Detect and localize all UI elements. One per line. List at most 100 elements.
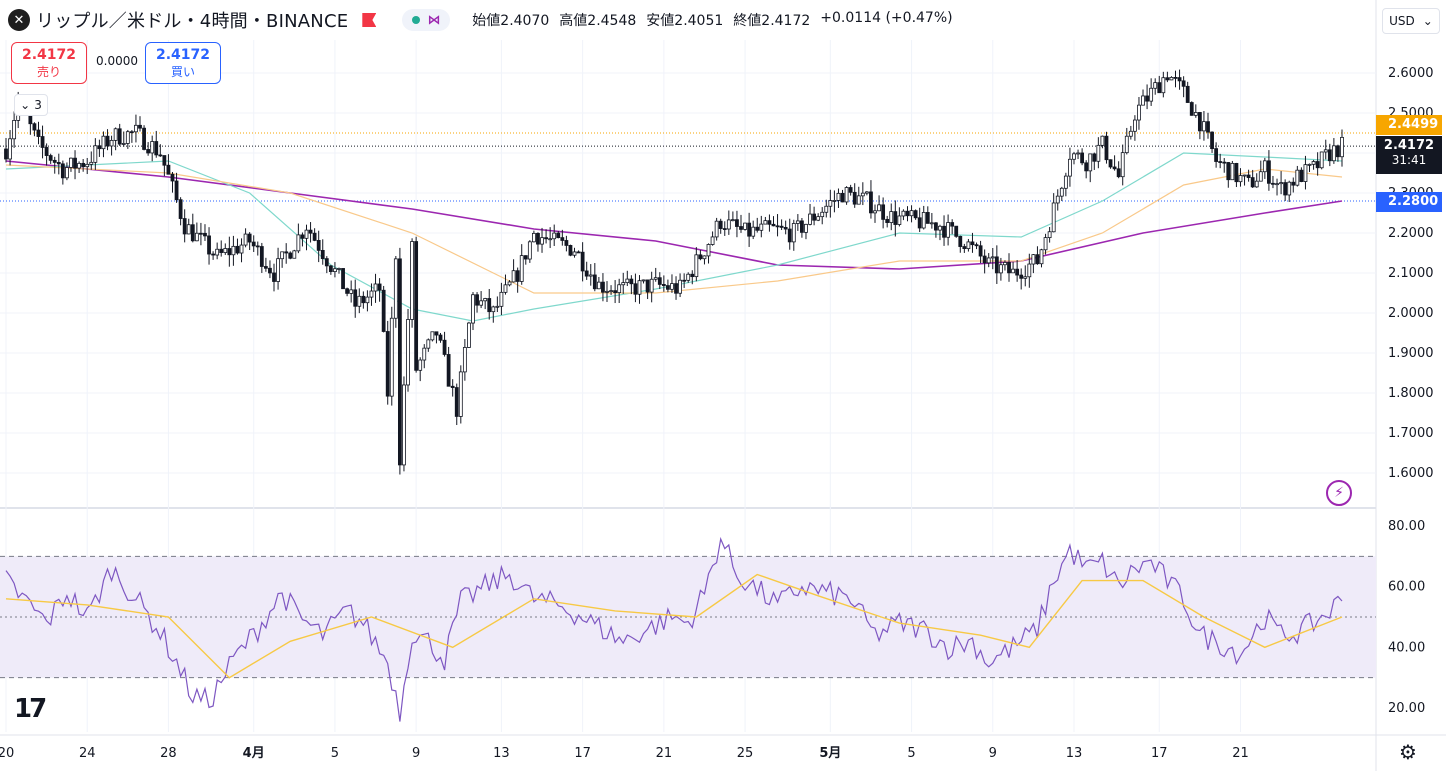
candle-body — [848, 187, 853, 193]
candle-body — [527, 241, 532, 260]
candle-body — [1173, 77, 1178, 79]
candle-body — [804, 223, 808, 233]
candle-body — [584, 270, 589, 277]
candle-body — [629, 278, 634, 285]
candle-body — [442, 339, 447, 355]
candle-body — [1112, 166, 1117, 170]
candle-body — [345, 288, 350, 294]
bar-countdown: 31:41 — [1391, 153, 1427, 167]
buy-label: 買い — [170, 65, 195, 79]
x-tick-label: 9 — [412, 746, 420, 761]
candle-body — [507, 281, 512, 286]
share-icon: ⋈ — [427, 12, 441, 28]
candle-body — [73, 157, 77, 169]
candle-body — [820, 211, 825, 218]
candle-body — [800, 220, 804, 233]
candle-body — [1246, 174, 1251, 178]
candle-body — [109, 139, 114, 147]
candle-body — [1283, 182, 1288, 196]
candle-body — [686, 273, 691, 281]
gear-icon[interactable]: ⚙ — [1399, 740, 1417, 764]
candle-body — [235, 245, 240, 254]
candle-body — [1275, 183, 1279, 186]
y-tick-label: 1.8000 — [1388, 386, 1434, 401]
x-tick-label: 17 — [1151, 746, 1168, 761]
candle-body — [296, 234, 301, 252]
candle-body — [649, 278, 654, 293]
candle-body — [1047, 231, 1052, 239]
candle-body — [353, 289, 358, 307]
indicator-toggle[interactable]: ⌄ 3 — [14, 94, 48, 116]
candle-body — [341, 268, 345, 290]
candle-body — [406, 319, 410, 386]
candle-body — [962, 246, 967, 250]
candle-body — [418, 359, 423, 371]
rsi-ma-line — [5, 573, 1343, 679]
candle-body — [775, 225, 780, 228]
candle-body — [410, 241, 414, 320]
candle-body — [284, 251, 289, 254]
candle-body — [925, 212, 930, 224]
candle-body — [150, 141, 155, 154]
candle-body — [48, 155, 53, 161]
sell-button[interactable]: 2.4172 売り — [11, 42, 87, 84]
chevron-down-icon: ⌄ — [1422, 14, 1433, 28]
candle-body — [397, 258, 402, 466]
candle-body — [239, 244, 244, 254]
candle-body — [670, 283, 674, 290]
candle-body — [1250, 177, 1255, 188]
candle-body — [1299, 169, 1304, 182]
candle-body — [276, 258, 280, 282]
open-label: 始値 — [472, 13, 501, 29]
candle-body — [1116, 168, 1121, 178]
candle-body — [223, 248, 228, 253]
candle-body — [1181, 80, 1186, 87]
candle-body — [69, 157, 73, 168]
candle-body — [227, 248, 232, 256]
candle-body — [304, 229, 309, 239]
candle-body — [158, 154, 163, 157]
candle-body — [666, 285, 670, 290]
candle-body — [795, 220, 800, 224]
candle-body — [454, 387, 459, 417]
buy-button[interactable]: 2.4172 買い — [145, 42, 221, 84]
candle-body — [560, 237, 565, 241]
symbol-title[interactable]: リップル／米ドル・4時間・BINANCE — [36, 11, 349, 32]
candle-body — [873, 210, 877, 214]
candle-body — [1076, 152, 1080, 155]
candle-body — [735, 219, 739, 227]
candle-body — [1327, 149, 1332, 162]
candle-body — [426, 339, 431, 349]
market-status[interactable]: ⋈ — [402, 9, 451, 31]
x-tick-label: 5月 — [819, 746, 841, 761]
flag-icon[interactable] — [362, 13, 377, 27]
candle-body — [779, 225, 784, 228]
candle-body — [365, 296, 370, 304]
xrp-icon: ✕ — [8, 9, 30, 31]
candle-body — [337, 268, 341, 270]
candle-body — [852, 191, 857, 205]
candle-body — [186, 224, 191, 235]
candle-body — [215, 248, 220, 256]
candle-body — [532, 232, 536, 243]
candle-body — [544, 237, 548, 240]
candle-body — [251, 241, 256, 247]
tradingview-logo[interactable]: 17 — [14, 694, 47, 724]
candle-body — [1055, 195, 1060, 204]
x-tick-label: 4月 — [243, 746, 265, 761]
candle-body — [369, 290, 374, 298]
currency-select[interactable]: USD ⌄ — [1382, 8, 1440, 34]
candle-body — [982, 255, 987, 264]
candle-body — [125, 131, 130, 144]
candle-body — [462, 347, 467, 373]
candle-body — [938, 225, 942, 231]
candle-body — [515, 270, 520, 282]
candle-body — [203, 232, 207, 237]
candle-body — [970, 241, 975, 246]
lightning-icon[interactable]: ⚡ — [1326, 480, 1352, 506]
candle-body — [1039, 249, 1044, 265]
candle-body — [1340, 136, 1344, 158]
candle-body — [913, 210, 918, 219]
candle-body — [1023, 276, 1028, 279]
